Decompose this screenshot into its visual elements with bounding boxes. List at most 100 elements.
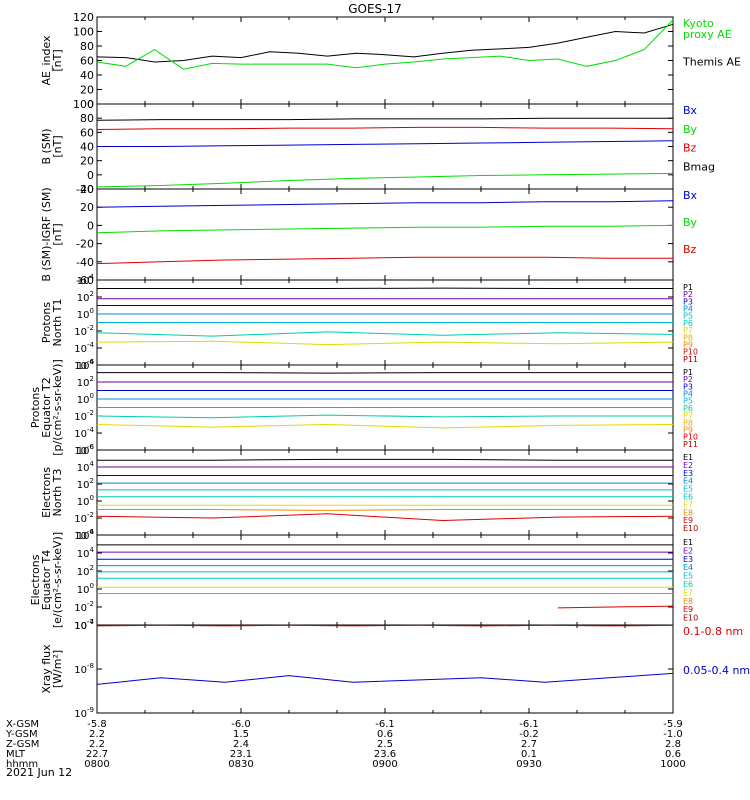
- ephemeris-value: -6.0: [231, 719, 251, 730]
- legend-entry: Bx: [683, 189, 698, 202]
- legend-entry: E2: [683, 461, 693, 470]
- y-tick-label: 40: [80, 69, 94, 82]
- legend-entry: E10: [683, 614, 698, 623]
- ephemeris-value: 2.8: [665, 739, 681, 750]
- y-axis-label: ElectronsNorth T3: [40, 467, 64, 518]
- series-line: [96, 513, 674, 522]
- y-axis-label: AE_index[nT]: [40, 35, 64, 86]
- legend-entry: P10: [683, 348, 698, 357]
- legend-entry: E6: [683, 493, 693, 502]
- legend-entry: P2: [683, 290, 693, 299]
- legend-entry: E9: [683, 605, 693, 614]
- y-tick-label: 0: [87, 219, 94, 232]
- series-line: [96, 423, 674, 429]
- y-tick-label: 10-6: [74, 358, 94, 372]
- y-tick-label: -40: [76, 256, 94, 269]
- ephemeris-value: -1.0: [663, 729, 683, 740]
- y-tick-label: 106: [77, 443, 95, 457]
- y-tick-label: 100: [73, 98, 94, 111]
- ephemeris-label: MLT: [6, 749, 26, 760]
- legend-entry: E3: [683, 469, 693, 478]
- y-tick-label: 100: [73, 26, 94, 39]
- y-tick-label: 102: [77, 564, 94, 578]
- ephemeris-value: 2.4: [233, 739, 249, 750]
- y-axis-label: B (SM)-IGRF (SM)[nT]: [40, 187, 64, 281]
- y-tick-label: 20: [80, 84, 94, 97]
- legend-entry: E7: [683, 588, 693, 597]
- y-axis-label: Xray flux[W/m²]: [40, 644, 64, 694]
- y-tick-label: 20: [80, 155, 94, 168]
- ephemeris-value: 0.6: [665, 749, 681, 760]
- ephemeris-value: 2.5: [377, 739, 393, 750]
- legend-entry: E6: [683, 580, 693, 589]
- y-tick-label: 104: [77, 358, 95, 372]
- legend-entry: E5: [683, 485, 693, 494]
- legend-entry: P8: [683, 418, 693, 427]
- panel-3: -60 -40 -20 0 20 40 B (SM)-IGRF (SM)[nT] Bx By Bz: [40, 183, 698, 287]
- y-tick-label: 100: [77, 582, 94, 596]
- series-line: [96, 23, 674, 63]
- y-tick-label: 10-2: [74, 511, 94, 525]
- y-tick-label: 100: [77, 307, 94, 321]
- y-tick-label: 104: [77, 273, 95, 287]
- y-tick-label: 40: [80, 141, 94, 154]
- legend-entry: E3: [683, 555, 693, 564]
- legend-entry: P7: [683, 411, 693, 420]
- legend-entry: P9: [683, 340, 693, 349]
- legend-entry: P4: [683, 390, 693, 399]
- ephemeris-value: 2.2: [89, 739, 105, 750]
- series-line: [97, 509, 673, 511]
- panel-8: 10-9 10-8 10-7 Xray flux[W/m²] 0.1-0.8 nm 0.0…: [40, 618, 750, 720]
- y-tick-label: 102: [77, 375, 94, 389]
- series-line: [557, 605, 674, 609]
- legend-entry: Bz: [683, 142, 697, 155]
- y-tick-label: -20: [76, 238, 94, 251]
- ephemeris-value: 0900: [372, 759, 397, 770]
- figure-title: GOES-17: [348, 2, 402, 16]
- series-line: [96, 256, 673, 265]
- ephemeris-value: 23.1: [230, 749, 252, 760]
- ephemeris-value: 0.1: [521, 749, 537, 760]
- panel-frame: [96, 449, 674, 536]
- y-tick-label: 10-7: [74, 618, 94, 632]
- series-line: [97, 372, 673, 374]
- y-tick-label: 0: [87, 98, 94, 111]
- legend-entry: Bmag: [683, 160, 715, 173]
- date-label: 2021 Jun 12: [6, 766, 72, 779]
- legend-entry: P10: [683, 433, 698, 442]
- series-line: [96, 19, 674, 70]
- legend-entry: E4: [683, 477, 693, 486]
- legend-entry: 0.1-0.8 nm: [683, 625, 743, 638]
- ephemeris-value: 0800: [84, 759, 109, 770]
- series-line: [96, 117, 673, 121]
- ephemeris-value: 0.6: [377, 729, 393, 740]
- ephemeris-value: 2.2: [89, 729, 105, 740]
- legend-entry: E9: [683, 516, 693, 525]
- series-line: [96, 200, 674, 208]
- legend-entry: By: [683, 123, 698, 136]
- y-tick-label: 20: [80, 201, 94, 214]
- panel-7: 10-4 10-2 100 102 104 106 ElectronsEquator T4[…: [29, 528, 698, 632]
- legend-entry: P3: [683, 382, 693, 391]
- legend-entry: E1: [683, 538, 693, 547]
- y-axis-label: B (SM)[nT]: [40, 128, 64, 164]
- y-tick-label: 120: [73, 11, 94, 24]
- ephemeris-value: -5.8: [87, 719, 107, 730]
- panel-5: 10-6 10-4 10-2 100 102 104 ProtonsEquator T2[p…: [29, 358, 698, 457]
- legend-entry: E4: [683, 563, 693, 572]
- series-line: [97, 140, 674, 147]
- legend-entry: P11: [683, 440, 698, 449]
- ephemeris-label: Z-GSM: [6, 739, 39, 750]
- y-tick-label: 106: [77, 528, 95, 542]
- legend-entry: E1: [683, 453, 693, 462]
- legend-entry: E8: [683, 597, 693, 606]
- y-tick-label: 40: [80, 183, 94, 196]
- ephemeris-value: 1000: [660, 759, 685, 770]
- series-line: [96, 224, 674, 234]
- panel-frame: [96, 624, 674, 714]
- legend-entry: P2: [683, 375, 693, 384]
- y-tick-label: 100: [77, 494, 94, 508]
- legend-entry: P5: [683, 397, 693, 406]
- y-tick-label: 10-4: [74, 426, 94, 440]
